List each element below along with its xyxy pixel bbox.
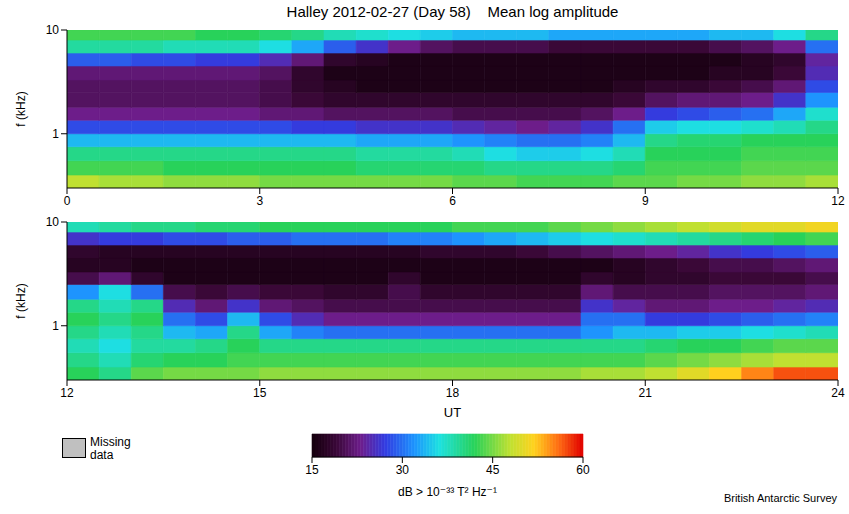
svg-text:15: 15 [305, 463, 319, 477]
svg-text:15: 15 [253, 386, 267, 400]
svg-text:1: 1 [52, 127, 59, 141]
svg-text:f (kHz): f (kHz) [14, 283, 28, 318]
svg-text:10: 10 [46, 23, 60, 37]
svg-text:dB > 10⁻³³ T² Hz⁻¹: dB > 10⁻³³ T² Hz⁻¹ [398, 485, 497, 499]
html-text:British Antarctic Survey: British Antarctic Survey [723, 492, 837, 504]
svg-text:9: 9 [642, 194, 649, 208]
svg-text:30: 30 [396, 463, 410, 477]
svg-text:24: 24 [831, 386, 845, 400]
svg-text:6: 6 [449, 194, 456, 208]
svg-text:45: 45 [486, 463, 500, 477]
svg-text:3: 3 [256, 194, 263, 208]
svg-text:10: 10 [46, 215, 60, 229]
svg-text:1: 1 [52, 319, 59, 333]
svg-text:60: 60 [576, 463, 590, 477]
svg-text:f (kHz): f (kHz) [14, 91, 28, 126]
svg-text:0: 0 [64, 194, 71, 208]
html-text:Halley 2012-02-27 (Day 58) Mea: Halley 2012-02-27 (Day 58) Mean log ampl… [286, 3, 619, 20]
svg-text:12: 12 [831, 194, 845, 208]
svg-text:12: 12 [60, 386, 74, 400]
html-text:Missing data: Missing data [90, 435, 131, 462]
svg-text:UT: UT [444, 405, 461, 420]
svg-text:21: 21 [639, 386, 653, 400]
svg-text:18: 18 [446, 386, 460, 400]
